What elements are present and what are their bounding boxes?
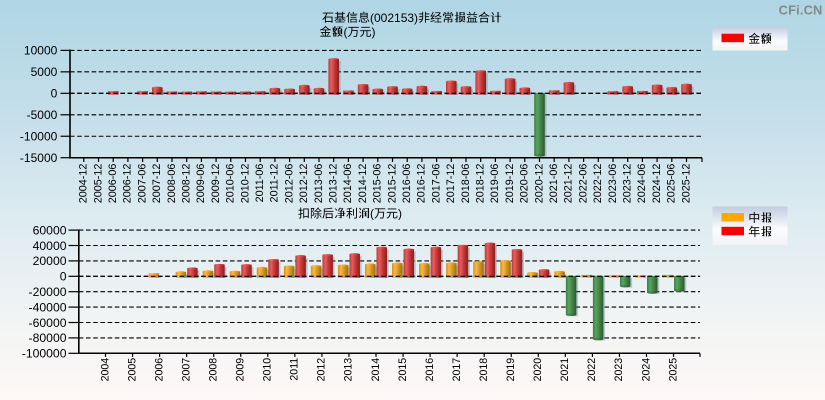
svg-text:2018-06: 2018-06 bbox=[460, 164, 472, 204]
svg-text:(002153): (002153) bbox=[370, 11, 418, 25]
svg-text:2021-06: 2021-06 bbox=[548, 164, 560, 204]
svg-text:2009: 2009 bbox=[235, 358, 247, 382]
svg-text:2013-12: 2013-12 bbox=[328, 164, 340, 204]
svg-text:2007-12: 2007-12 bbox=[151, 164, 163, 204]
svg-text:2005: 2005 bbox=[126, 358, 138, 382]
svg-text:2016-06: 2016-06 bbox=[401, 164, 413, 204]
svg-text:0: 0 bbox=[60, 270, 67, 284]
svg-text:2009-06: 2009-06 bbox=[195, 164, 207, 204]
svg-text:2020-06: 2020-06 bbox=[519, 164, 531, 204]
svg-text:-10000: -10000 bbox=[20, 130, 58, 144]
svg-text:-5000: -5000 bbox=[27, 108, 58, 122]
svg-text:2025: 2025 bbox=[667, 358, 679, 382]
svg-text:2018-12: 2018-12 bbox=[475, 164, 487, 204]
svg-text:-60000: -60000 bbox=[29, 316, 67, 330]
svg-text:): ) bbox=[398, 207, 402, 221]
svg-text:2022-12: 2022-12 bbox=[592, 164, 604, 204]
svg-text:2006-06: 2006-06 bbox=[107, 164, 119, 204]
svg-text:2017: 2017 bbox=[451, 358, 463, 382]
svg-text:20000: 20000 bbox=[33, 254, 67, 268]
svg-text:2010-06: 2010-06 bbox=[225, 164, 237, 204]
svg-text:2010: 2010 bbox=[262, 358, 274, 382]
svg-text:2016-12: 2016-12 bbox=[416, 164, 428, 204]
svg-text:2014-12: 2014-12 bbox=[357, 164, 369, 204]
svg-text:-80000: -80000 bbox=[29, 331, 67, 345]
svg-text:2019: 2019 bbox=[505, 358, 517, 382]
svg-text:-40000: -40000 bbox=[29, 300, 67, 314]
svg-text:10000: 10000 bbox=[24, 44, 58, 58]
svg-text:2008-06: 2008-06 bbox=[166, 164, 178, 204]
svg-text:2024: 2024 bbox=[640, 358, 652, 382]
svg-text:2024-06: 2024-06 bbox=[636, 164, 648, 204]
svg-text:2019-12: 2019-12 bbox=[504, 164, 516, 204]
svg-text:2024-12: 2024-12 bbox=[651, 164, 663, 204]
svg-text:2007: 2007 bbox=[180, 358, 192, 382]
svg-text:2021: 2021 bbox=[559, 358, 571, 382]
svg-text:): ) bbox=[372, 25, 376, 39]
svg-text:2012: 2012 bbox=[316, 358, 328, 382]
svg-text:2015-06: 2015-06 bbox=[372, 164, 384, 204]
svg-text:2012-06: 2012-06 bbox=[283, 164, 295, 204]
svg-text:2023-12: 2023-12 bbox=[622, 164, 634, 204]
svg-text:60000: 60000 bbox=[33, 223, 67, 237]
svg-text:2020-12: 2020-12 bbox=[533, 164, 545, 204]
svg-text:2009-12: 2009-12 bbox=[210, 164, 222, 204]
svg-text:2021-12: 2021-12 bbox=[563, 164, 575, 204]
svg-text:2010-12: 2010-12 bbox=[239, 164, 251, 204]
svg-text:0: 0 bbox=[51, 87, 58, 101]
svg-text:2007-06: 2007-06 bbox=[136, 164, 148, 204]
svg-text:2015-12: 2015-12 bbox=[386, 164, 398, 204]
svg-text:2005-12: 2005-12 bbox=[92, 164, 104, 204]
svg-text:5000: 5000 bbox=[31, 65, 58, 79]
svg-text:(: ( bbox=[370, 207, 374, 221]
svg-text:40000: 40000 bbox=[33, 239, 67, 253]
svg-text:2008-12: 2008-12 bbox=[181, 164, 193, 204]
svg-text:-15000: -15000 bbox=[20, 151, 58, 165]
svg-text:2017-06: 2017-06 bbox=[430, 164, 442, 204]
svg-text:2023: 2023 bbox=[613, 358, 625, 382]
svg-text:-20000: -20000 bbox=[29, 285, 67, 299]
svg-text:2020: 2020 bbox=[532, 358, 544, 382]
svg-text:2017-12: 2017-12 bbox=[445, 164, 457, 204]
svg-text:2023-06: 2023-06 bbox=[607, 164, 619, 204]
svg-text:CFi.CN: CFi.CN bbox=[779, 3, 823, 18]
svg-text:2019-06: 2019-06 bbox=[489, 164, 501, 204]
svg-text:2012-12: 2012-12 bbox=[298, 164, 310, 204]
svg-text:2006: 2006 bbox=[153, 358, 165, 382]
svg-text:2016: 2016 bbox=[424, 358, 436, 382]
svg-text:2013: 2013 bbox=[343, 358, 355, 382]
svg-text:2025-06: 2025-06 bbox=[666, 164, 678, 204]
svg-text:-100000: -100000 bbox=[22, 347, 67, 361]
svg-text:2004: 2004 bbox=[99, 358, 111, 382]
svg-text:2006-12: 2006-12 bbox=[122, 164, 134, 204]
svg-text:2013-06: 2013-06 bbox=[313, 164, 325, 204]
svg-text:2015: 2015 bbox=[397, 358, 409, 382]
svg-text:2022-06: 2022-06 bbox=[577, 164, 589, 204]
svg-text:2004-12: 2004-12 bbox=[78, 164, 90, 204]
svg-text:2014-06: 2014-06 bbox=[342, 164, 354, 204]
svg-text:2011-12: 2011-12 bbox=[269, 164, 281, 203]
svg-text:2011-06: 2011-06 bbox=[254, 164, 266, 203]
svg-text:2008: 2008 bbox=[208, 358, 220, 382]
svg-text:2025-12: 2025-12 bbox=[680, 164, 692, 204]
svg-text:2018: 2018 bbox=[478, 358, 490, 382]
svg-text:2011: 2011 bbox=[289, 358, 301, 381]
svg-text:(: ( bbox=[344, 25, 348, 39]
svg-text:2022: 2022 bbox=[586, 358, 598, 382]
svg-text:2014: 2014 bbox=[370, 358, 382, 382]
